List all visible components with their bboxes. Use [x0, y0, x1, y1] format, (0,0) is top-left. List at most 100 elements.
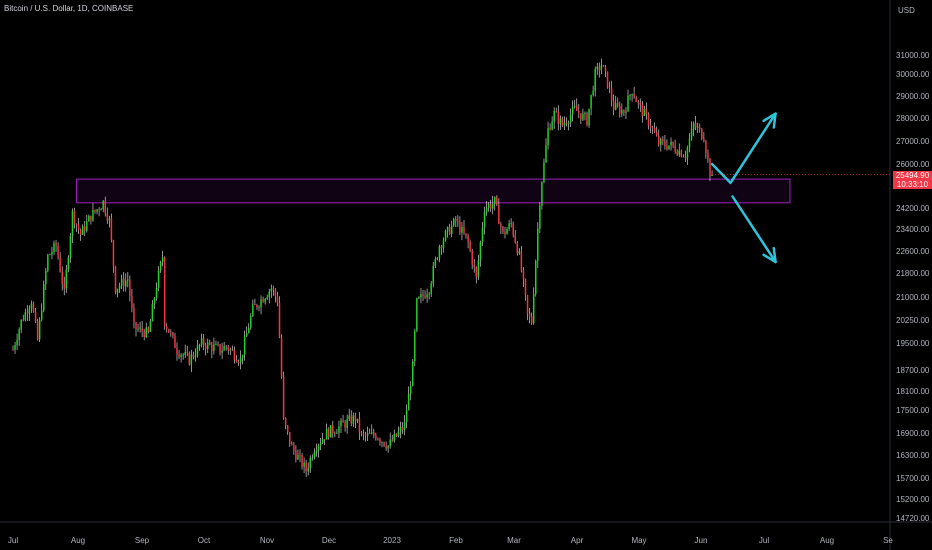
candle-body — [104, 200, 106, 214]
candle-body — [682, 156, 685, 158]
candle-body — [182, 354, 184, 356]
x-tick-label: Sep — [135, 536, 150, 545]
candle-body — [301, 455, 303, 467]
candle-body — [67, 257, 70, 270]
candle-body — [608, 87, 611, 89]
candle-body — [475, 267, 478, 277]
candle-body — [510, 223, 512, 225]
resistance-zone — [76, 178, 791, 204]
candle-body — [606, 71, 609, 88]
y-tick-label: 22600.00 — [896, 247, 930, 256]
candle-body — [159, 262, 162, 271]
candle-body — [506, 229, 508, 235]
candle-body — [516, 242, 519, 254]
candle-body — [602, 65, 605, 67]
candle-body — [217, 343, 219, 345]
candle-body — [703, 138, 705, 142]
candle-body — [94, 209, 96, 212]
candle-body — [389, 439, 391, 446]
x-tick-label: Jul — [759, 536, 769, 545]
candle-body — [34, 311, 37, 322]
candle-body — [387, 445, 389, 449]
last-price-value: 25494.90 — [895, 170, 930, 180]
candle-body — [422, 294, 424, 296]
candle-body — [444, 231, 447, 241]
candle-body — [614, 103, 617, 110]
candle-body — [520, 251, 523, 271]
candle-body — [86, 221, 88, 231]
candle-body — [678, 150, 680, 155]
candle-body — [680, 150, 683, 157]
y-tick-label: 18100.00 — [896, 387, 930, 396]
candle-body — [485, 208, 488, 213]
candle-body — [707, 152, 709, 160]
candle-body — [440, 246, 443, 248]
candle-body — [453, 219, 455, 226]
candle-body — [108, 218, 111, 221]
candle-body — [528, 313, 531, 317]
candle-body — [633, 93, 635, 98]
y-tick-label: 20250.00 — [896, 316, 930, 325]
x-tick-label: Nov — [260, 536, 274, 545]
candle-body — [153, 298, 156, 305]
candle-body — [442, 240, 445, 248]
candle-body — [200, 338, 203, 345]
candle-body — [670, 141, 672, 146]
candle-body — [344, 422, 346, 428]
candle-body — [699, 127, 701, 129]
candle-body — [666, 145, 668, 149]
candle-body — [145, 327, 147, 337]
symbol-title[interactable]: Bitcoin / U.S. Dollar, 1D, COINBASE — [4, 4, 134, 13]
candle-body — [75, 224, 78, 225]
candle-body — [157, 270, 160, 289]
candle-body — [705, 141, 707, 153]
candle-body — [340, 420, 342, 427]
candle-body — [188, 353, 191, 365]
candle-body — [338, 426, 340, 433]
candle-body — [305, 462, 307, 472]
candle-body — [346, 419, 348, 428]
candle-body — [631, 93, 633, 96]
candle-body — [129, 279, 131, 296]
candle-body — [549, 128, 551, 130]
candle-body — [651, 127, 654, 129]
projection-up-path — [710, 112, 777, 185]
candle-body — [174, 335, 176, 348]
candle-body — [502, 226, 504, 232]
candle-body — [610, 87, 613, 101]
y-tick-label: 16300.00 — [896, 451, 930, 460]
candle-body — [325, 428, 328, 440]
candle-body — [81, 226, 84, 235]
candle-body — [518, 251, 521, 254]
candle-body — [348, 415, 350, 420]
candle-body — [555, 110, 557, 113]
candle-body — [239, 357, 242, 363]
candle-body — [403, 422, 406, 430]
candle-body — [436, 257, 439, 260]
candle-body — [96, 209, 98, 212]
candle-body — [532, 294, 535, 324]
x-tick-label: Mar — [507, 536, 521, 545]
candle-body — [22, 319, 24, 321]
candle-body — [512, 223, 514, 235]
candle-body — [623, 109, 625, 113]
x-tick-label: Apr — [571, 536, 584, 545]
candle-body — [307, 468, 309, 472]
y-tick-label: 14720.00 — [896, 514, 930, 523]
candle-body — [580, 113, 582, 120]
candle-body — [350, 415, 352, 424]
candle-body — [241, 354, 244, 358]
y-tick-label: 21800.00 — [896, 269, 930, 278]
candle-body — [30, 303, 33, 309]
candle-body — [639, 102, 642, 105]
candle-body — [266, 297, 268, 300]
candle-body — [494, 196, 496, 204]
candle-body — [496, 196, 498, 205]
candle-body — [658, 135, 660, 145]
candle-body — [309, 457, 311, 469]
candle-body — [77, 224, 80, 230]
y-tick-label: 18700.00 — [896, 366, 930, 375]
candle-body — [541, 182, 543, 206]
candle-body — [221, 350, 223, 353]
